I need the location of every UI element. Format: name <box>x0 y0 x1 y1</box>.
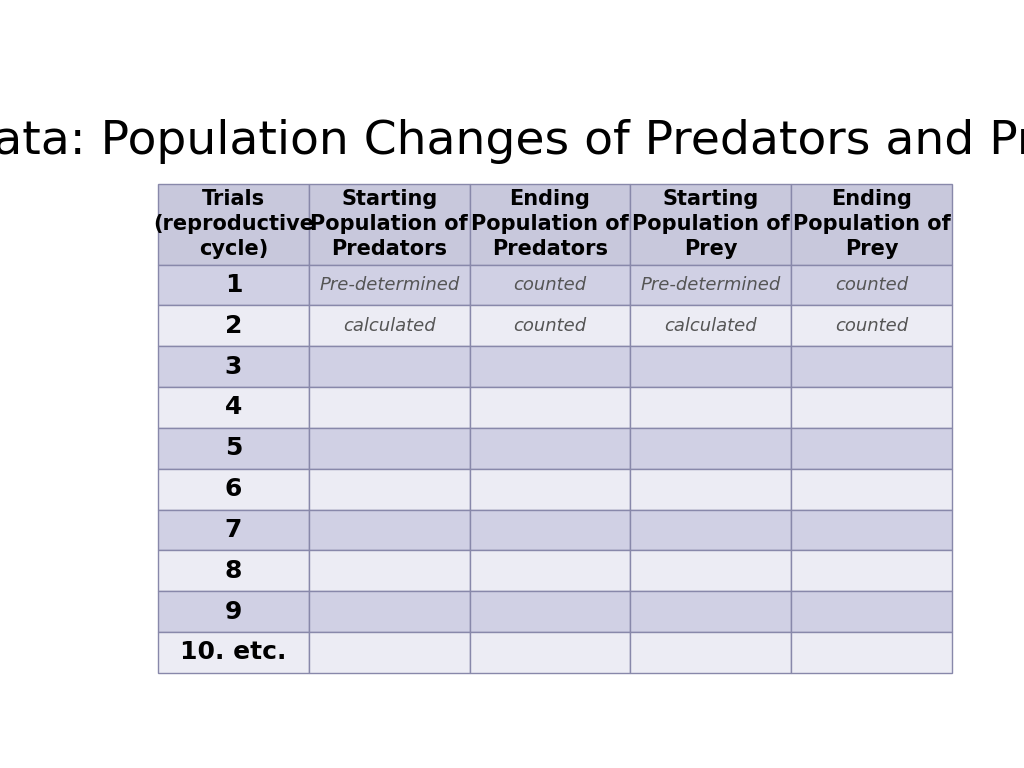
Bar <box>792 184 951 264</box>
Bar <box>792 509 951 551</box>
Bar <box>158 346 309 387</box>
Text: counted: counted <box>513 316 587 335</box>
Bar <box>792 468 951 509</box>
Bar <box>631 428 792 468</box>
Bar <box>158 509 309 551</box>
Bar <box>470 387 631 428</box>
Text: calculated: calculated <box>343 316 435 335</box>
Bar <box>631 387 792 428</box>
Bar <box>792 264 951 306</box>
Bar <box>470 346 631 387</box>
Bar <box>309 551 470 591</box>
Bar <box>631 509 792 551</box>
Bar <box>792 428 951 468</box>
Bar <box>470 428 631 468</box>
Text: 9: 9 <box>225 600 243 624</box>
Text: 2: 2 <box>225 314 243 338</box>
Text: Ending
Population of
Predators: Ending Population of Predators <box>471 190 629 259</box>
Text: 1: 1 <box>225 273 243 297</box>
Bar <box>792 591 951 632</box>
Text: 6: 6 <box>225 477 243 501</box>
Bar <box>470 632 631 673</box>
Text: 5: 5 <box>225 436 243 460</box>
Bar <box>631 306 792 346</box>
Text: 3: 3 <box>225 355 243 379</box>
Text: 10. etc.: 10. etc. <box>180 641 287 664</box>
Bar <box>792 346 951 387</box>
Text: Pre-determined: Pre-determined <box>641 276 781 294</box>
Text: Trials
(reproductive
cycle): Trials (reproductive cycle) <box>153 190 314 259</box>
Bar <box>470 184 631 264</box>
Bar <box>309 468 470 509</box>
Bar <box>309 264 470 306</box>
Bar <box>309 591 470 632</box>
Text: 4: 4 <box>225 396 243 419</box>
Bar <box>309 184 470 264</box>
Bar <box>792 387 951 428</box>
Bar <box>158 184 309 264</box>
Text: counted: counted <box>835 276 908 294</box>
Bar <box>470 509 631 551</box>
Bar <box>158 468 309 509</box>
Bar <box>309 306 470 346</box>
Bar <box>158 551 309 591</box>
Text: Starting
Population of
Prey: Starting Population of Prey <box>632 190 790 259</box>
Bar <box>309 428 470 468</box>
Text: Starting
Population of
Predators: Starting Population of Predators <box>310 190 468 259</box>
Bar <box>309 387 470 428</box>
Bar <box>631 591 792 632</box>
Bar <box>631 264 792 306</box>
Bar <box>792 632 951 673</box>
Text: Pre-determined: Pre-determined <box>319 276 460 294</box>
Bar <box>158 306 309 346</box>
Bar <box>470 551 631 591</box>
Bar <box>309 632 470 673</box>
Bar <box>470 264 631 306</box>
Bar <box>158 428 309 468</box>
Text: counted: counted <box>835 316 908 335</box>
Bar <box>631 184 792 264</box>
Text: 8: 8 <box>225 559 243 583</box>
Bar <box>792 306 951 346</box>
Text: Data: Population Changes of Predators and Prey: Data: Population Changes of Predators an… <box>0 119 1024 164</box>
Text: Ending
Population of
Prey: Ending Population of Prey <box>793 190 950 259</box>
Bar <box>631 346 792 387</box>
Bar <box>309 346 470 387</box>
Bar <box>158 387 309 428</box>
Bar <box>309 509 470 551</box>
Text: 7: 7 <box>225 518 243 542</box>
Bar <box>470 468 631 509</box>
Bar <box>158 632 309 673</box>
Bar <box>792 551 951 591</box>
Text: counted: counted <box>513 276 587 294</box>
Text: calculated: calculated <box>665 316 757 335</box>
Bar <box>631 468 792 509</box>
Bar <box>470 591 631 632</box>
Bar <box>470 306 631 346</box>
Bar <box>158 591 309 632</box>
Bar <box>158 264 309 306</box>
Bar <box>631 632 792 673</box>
Bar <box>631 551 792 591</box>
